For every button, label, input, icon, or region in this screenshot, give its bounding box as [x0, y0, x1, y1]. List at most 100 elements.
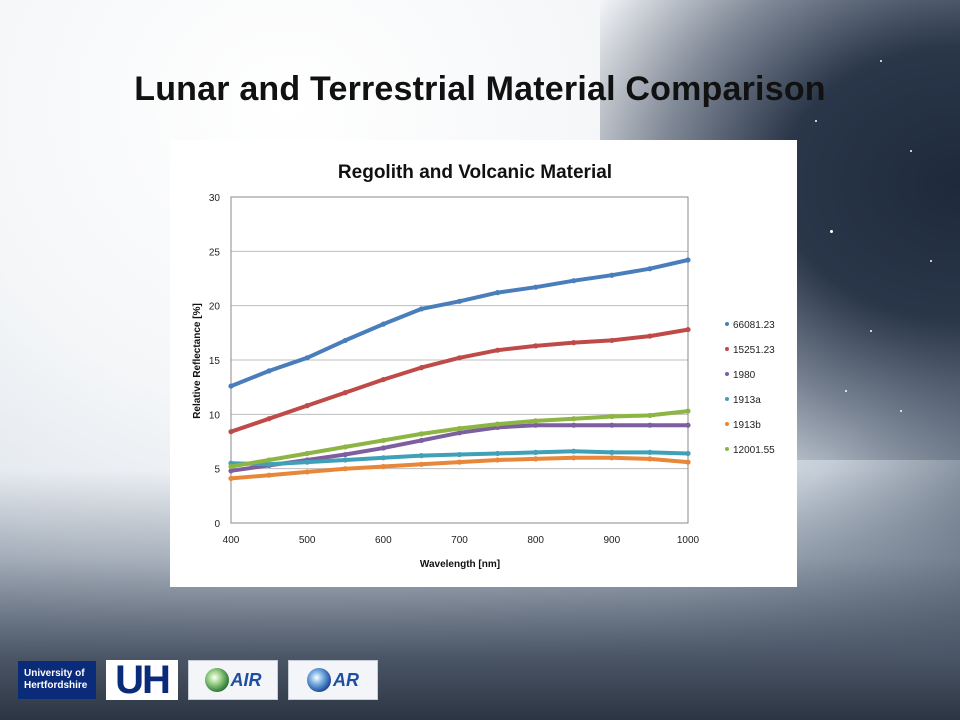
data-point — [418, 365, 425, 371]
x-axis-ticks: 400 500 600 700 800 900 1000 — [223, 535, 700, 546]
data-point — [685, 257, 691, 263]
data-point — [266, 472, 272, 478]
footer-logos: University of Hertfordshire UH AIR AR — [18, 660, 378, 700]
data-point — [571, 340, 577, 346]
legend-marker — [725, 347, 729, 351]
reflectance-chart: Regolith and Volcanic Material 0 5 10 15 20 2… — [192, 162, 775, 570]
data-point — [571, 422, 577, 428]
y-tick-label: 30 — [209, 193, 221, 204]
data-point — [342, 457, 348, 463]
data-point — [304, 450, 310, 457]
legend-entry: 1913a — [733, 395, 761, 406]
data-point — [647, 456, 653, 462]
chart-title: Regolith and Volcanic Material — [338, 162, 612, 183]
uh-logo-mark: UH — [106, 660, 178, 700]
data-point — [304, 355, 310, 361]
planet-icon — [307, 668, 331, 692]
data-point — [456, 355, 463, 361]
data-point — [647, 333, 653, 339]
data-point — [571, 448, 577, 454]
data-point — [533, 449, 539, 455]
data-point — [533, 284, 539, 290]
legend-entry: 1913b — [733, 420, 761, 431]
car-logo-text: AR — [333, 669, 359, 690]
y-axis-ticks: 0 5 10 15 20 25 30 — [209, 193, 221, 530]
data-point — [380, 445, 386, 451]
data-point — [418, 453, 425, 459]
data-point — [456, 451, 463, 458]
data-point — [609, 422, 615, 428]
data-point — [456, 459, 463, 465]
data-point — [494, 421, 501, 427]
legend-marker — [725, 372, 729, 376]
data-point — [609, 272, 615, 278]
data-point — [380, 437, 386, 444]
x-tick-label: 1000 — [677, 535, 700, 546]
data-point — [266, 416, 272, 422]
x-tick-label: 700 — [451, 535, 468, 546]
x-tick-label: 900 — [603, 535, 620, 546]
y-tick-label: 5 — [214, 465, 220, 476]
data-point — [266, 368, 272, 374]
data-point — [685, 326, 691, 333]
cair-logo: AIR — [188, 660, 278, 700]
data-point — [647, 422, 653, 428]
data-point — [380, 376, 386, 383]
data-point — [647, 412, 653, 419]
data-point — [266, 461, 272, 467]
data-point — [418, 431, 425, 437]
legend-marker — [725, 322, 729, 326]
data-point — [533, 418, 539, 424]
university-name: University of Hertfordshire — [24, 668, 88, 691]
y-tick-label: 25 — [209, 247, 221, 258]
data-point — [228, 475, 234, 482]
data-point — [494, 457, 501, 463]
data-point — [609, 455, 615, 461]
data-point — [304, 459, 310, 465]
data-point — [533, 456, 539, 462]
legend-marker — [725, 397, 729, 401]
data-point — [533, 422, 539, 428]
data-point — [342, 451, 348, 458]
data-point — [418, 437, 425, 444]
x-tick-label: 800 — [527, 535, 544, 546]
data-point — [228, 429, 234, 435]
data-point — [228, 468, 234, 474]
data-series — [228, 257, 691, 482]
data-point — [380, 455, 386, 461]
data-point — [380, 463, 386, 470]
y-tick-label: 0 — [214, 519, 220, 530]
legend-entry: 15251.23 — [733, 345, 775, 356]
data-point — [494, 290, 501, 296]
legend-entry: 1980 — [733, 370, 756, 381]
data-point — [456, 425, 463, 432]
data-point — [571, 416, 577, 422]
data-point — [456, 298, 463, 304]
data-point — [304, 469, 310, 475]
legend-entry: 66081.23 — [733, 320, 775, 331]
data-point — [571, 278, 577, 284]
data-point — [609, 449, 615, 455]
data-point — [228, 383, 234, 389]
data-point — [380, 321, 386, 327]
data-point — [571, 455, 577, 461]
car-logo: AR — [288, 660, 378, 700]
slide-title: Lunar and Terrestrial Material Compariso… — [134, 70, 826, 108]
plot-area — [230, 196, 689, 524]
data-point — [609, 413, 615, 420]
series-line-66081.23 — [229, 258, 690, 389]
data-point — [342, 444, 348, 450]
data-point — [228, 463, 234, 470]
y-axis-label: Relative Reflectance [%] — [192, 303, 203, 419]
x-axis-label: Wavelength [nm] — [420, 559, 500, 570]
data-point — [418, 306, 425, 312]
data-point — [533, 343, 539, 349]
data-point — [647, 449, 653, 455]
x-tick-label: 500 — [299, 535, 316, 546]
chart-panel: Regolith and Volcanic Material 0 5 10 15 20 2… — [170, 140, 797, 587]
data-point — [685, 422, 691, 428]
data-point — [685, 459, 691, 465]
data-point — [418, 461, 425, 467]
legend-marker — [725, 422, 729, 426]
y-tick-label: 10 — [209, 410, 221, 421]
